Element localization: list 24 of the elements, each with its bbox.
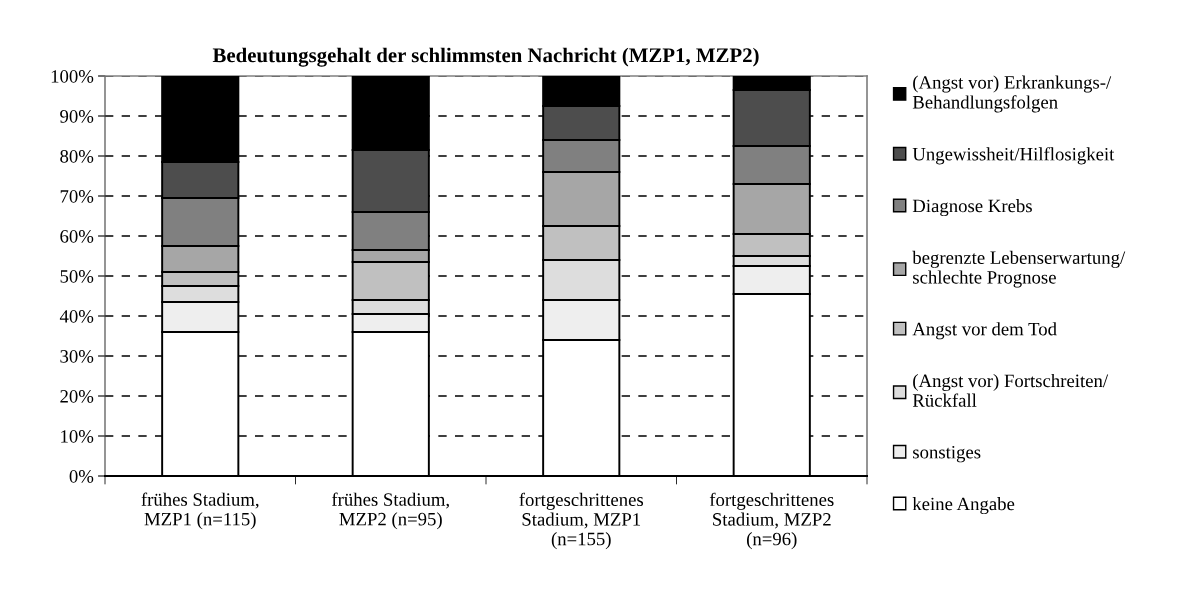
- legend-label: (Angst vor) Fortschreiten/ Rückfall: [912, 373, 1109, 407]
- y-tick-label: 30%: [60, 350, 94, 363]
- y-tick-label: 40%: [59, 310, 94, 323]
- y-tick-label: 100%: [51, 70, 94, 83]
- y-tick-label: 20%: [60, 390, 94, 403]
- x-tick-label: frühes Stadium, MZP1 (n=115): [141, 492, 259, 530]
- x-tick-label: fortgeschrittenes Stadium, MZP2 (n=96): [709, 492, 834, 550]
- legend-label: keine Angabe: [912, 497, 1015, 515]
- x-tick-label: fortgeschrittenes Stadium, MZP1 (n=155): [519, 492, 644, 550]
- chart-title: Bedeutungsgehalt der schlimmsten Nachricht (MZP1, MZP2): [212, 47, 759, 67]
- legend-label: (Angst vor) Erkrankungs-/ Behandlungsfolgen: [912, 75, 1112, 113]
- legend-label: begrenzte Lebenserwartung/ schlechte Prognose: [912, 250, 1126, 288]
- y-tick-label: 10%: [61, 430, 94, 443]
- legend-label: Ungewissheit/Hilflosigkeit: [912, 147, 1115, 165]
- y-tick-label: 80%: [60, 150, 94, 163]
- legend-label: Angst vor dem Tod: [912, 322, 1057, 340]
- y-tick-label: 60%: [60, 230, 94, 243]
- legend-label: Diagnose Krebs: [912, 199, 1032, 217]
- y-tick-label: 90%: [60, 110, 94, 123]
- x-tick-label: frühes Stadium, MZP2 (n=95): [331, 492, 449, 530]
- y-tick-label: 50%: [60, 270, 94, 283]
- y-tick-label: 0%: [69, 470, 94, 483]
- legend-label: sonstiges: [913, 445, 981, 463]
- y-tick-label: 70%: [60, 190, 94, 203]
